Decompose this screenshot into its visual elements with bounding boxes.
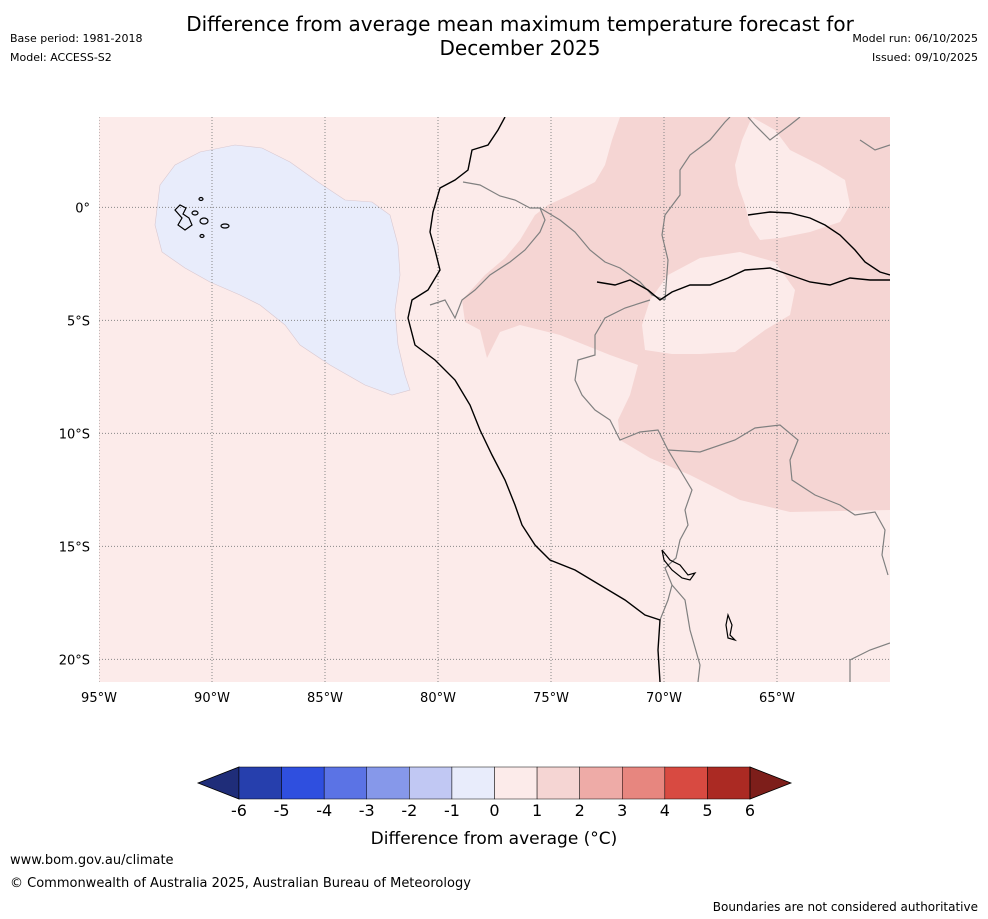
lake-titicaca [661, 549, 738, 642]
meta-left: Base period: 1981-2018 Model: ACCESS-S2 [10, 32, 142, 70]
latitude-labels: 0° 5°S 10°S 15°S 20°S [59, 201, 90, 668]
longitude-label: 75°W [533, 691, 569, 706]
model-run: Model run: 06/10/2025 [852, 32, 978, 45]
border-colombia-brazil [661, 117, 731, 301]
colorbar-segment [579, 766, 623, 800]
longitude-label: 70°W [646, 691, 682, 706]
colorbar-tick-label: 1 [532, 801, 542, 820]
colorbar-segment [409, 766, 453, 800]
colorbar-tick-label: 3 [617, 801, 627, 820]
lake [661, 549, 697, 581]
longitude-label: 80°W [420, 691, 456, 706]
coastlines [407, 117, 890, 682]
colorbar-over-arrow [749, 766, 793, 800]
colorbar-tick-label: 0 [489, 801, 499, 820]
latitude-label: 10°S [59, 427, 90, 442]
colorbar-tick-label: -3 [359, 801, 375, 820]
negro-river [747, 211, 890, 276]
latitude-label: 0° [75, 201, 90, 216]
border-peru-brazil [574, 299, 693, 569]
island [198, 196, 204, 202]
longitude-label: 85°W [307, 691, 343, 706]
colorbar-segment [707, 766, 751, 800]
island [199, 217, 209, 225]
latitude-label: 5°S [67, 314, 90, 329]
colorbar-segment [366, 766, 410, 800]
anomaly-band-minus1-to-0 [154, 144, 411, 396]
colorbar-segment [494, 766, 538, 800]
footer-url: www.bom.gov.au/climate [10, 853, 174, 868]
latitude-label: 15°S [59, 540, 90, 555]
colorbar-tick-label: 2 [575, 801, 585, 820]
colorbar [196, 766, 793, 800]
longitude-labels: 95°W 90°W 85°W 80°W 75°W 70°W 65°W [81, 691, 795, 706]
colorbar-segment [451, 766, 495, 800]
colorbar-segment [323, 766, 367, 800]
gridlines [99, 117, 890, 682]
colorbar-tick-label: -4 [316, 801, 332, 820]
border-peru-bolivia-chile [659, 567, 673, 621]
colorbar-segment [664, 766, 708, 800]
chart-title: Difference from average mean maximum tem… [120, 12, 920, 60]
footer-copyright: © Commonwealth of Australia 2025, Austra… [10, 876, 471, 891]
colorbar-segment [281, 766, 325, 800]
meta-right: Model run: 06/10/2025 Issued: 09/10/2025 [852, 32, 978, 70]
issued-date: Issued: 09/10/2025 [871, 51, 978, 64]
colorbar-tick-label: -1 [444, 801, 460, 820]
colorbar-segment [238, 766, 282, 800]
amazon-river [596, 267, 890, 301]
border-bolivia-chile [671, 584, 701, 682]
longitude-label: 90°W [194, 691, 230, 706]
forecast-map: 95°W 90°W 85°W 80°W 75°W 70°W 65°W 0°5°S10°S15… [59, 117, 890, 820]
colorbar-tick-label: -5 [274, 801, 290, 820]
colorbar-tick-label: 5 [702, 801, 712, 820]
colorbar-segment [622, 766, 666, 800]
colorbar-tick-label: -2 [401, 801, 417, 820]
border-bolivia-argentina [849, 642, 890, 682]
longitude-label: 65°W [759, 691, 795, 706]
island [191, 210, 199, 216]
galapagos-islands [174, 196, 230, 239]
model-name: Model: ACCESS-S2 [10, 51, 112, 64]
anomaly-pocket-0-to-1 [735, 117, 850, 240]
border-ecuador-peru [429, 207, 546, 320]
footer-disclaimer: Boundaries are not considered authoritat… [712, 900, 978, 914]
colorbar-segment [536, 766, 580, 800]
coastline-pacific [407, 117, 661, 682]
island [220, 223, 230, 229]
latitude-label: 20°S [59, 653, 90, 668]
anomaly-pocket-0-to-1 [642, 252, 795, 354]
border-ecuador-colombia [462, 181, 540, 209]
lake [725, 612, 738, 642]
border-guyana [859, 139, 890, 151]
map-plot-area [99, 117, 890, 682]
longitude-label: 95°W [81, 691, 117, 706]
colorbar-label: Difference from average (°C) [370, 829, 618, 849]
colorbar-under-arrow [196, 766, 240, 800]
base-period: Base period: 1981-2018 [10, 32, 143, 45]
border-bolivia-brazil [667, 424, 889, 576]
island [199, 233, 205, 239]
colorbar-tick-label: 4 [660, 801, 670, 820]
border-venezuela-brazil [747, 117, 801, 141]
colorbar-tick-label: 6 [745, 801, 755, 820]
island [174, 204, 193, 231]
chart-title-line1: Difference from average mean maximum tem… [186, 12, 854, 36]
colorbar-ticks: -6 -5 -4 -3 -2 -1 0 1 2 3 4 5 6 [231, 801, 755, 820]
chart-title-line2: December 2025 [439, 36, 601, 60]
colorbar-tick-label: -6 [231, 801, 247, 820]
